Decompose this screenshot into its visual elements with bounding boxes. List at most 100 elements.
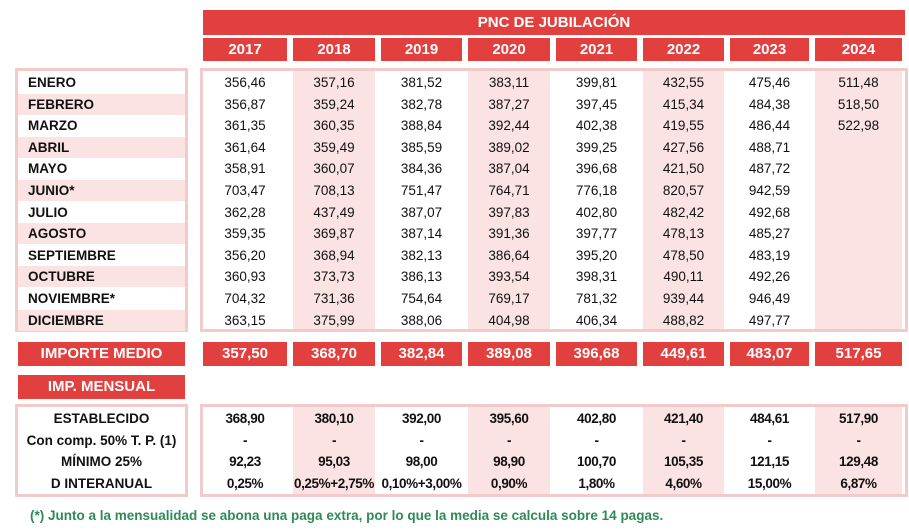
table-cell: 522,98 <box>837 118 880 134</box>
table-cell: 398,31 <box>575 269 618 285</box>
table-cell: 392,44 <box>488 118 530 134</box>
year-header: 2017 <box>203 38 287 61</box>
year-header: 2024 <box>815 38 902 61</box>
year-header: 2020 <box>468 38 550 61</box>
table-cell <box>815 223 902 245</box>
table-cell: 946,49 <box>748 291 791 306</box>
column-shade <box>468 71 550 329</box>
table-cell: 397,77 <box>575 226 618 242</box>
table-cell <box>815 266 902 288</box>
mensual-cell: - <box>767 432 772 448</box>
table-cell: 415,34 <box>662 96 705 112</box>
table-cell: 704,32 <box>224 291 266 306</box>
table-cell: 361,35 <box>224 118 266 134</box>
table-cell: 402,80 <box>575 204 618 220</box>
mensual-cell: 98,90 <box>493 454 525 469</box>
mensual-cell: 392,00 <box>402 411 441 426</box>
table-cell: 497,77 <box>748 312 791 328</box>
importe-medio-value: 389,08 <box>468 342 550 366</box>
table-cell: 492,68 <box>748 204 791 220</box>
mensual-cell: - <box>856 432 861 448</box>
table-cell: 942,59 <box>748 183 791 198</box>
table-cell: 511,48 <box>838 75 879 90</box>
table-cell: 482,42 <box>662 204 705 220</box>
table-cell: 488,82 <box>662 312 705 328</box>
table-cell: 360,07 <box>313 161 355 177</box>
table-cell: 381,52 <box>400 75 443 90</box>
mensual-cell: 95,03 <box>318 454 350 469</box>
table-cell <box>815 245 902 267</box>
table-cell <box>815 137 902 159</box>
table-cell: 518,50 <box>837 96 880 112</box>
table-cell: 358,91 <box>224 161 266 177</box>
table-cell: 397,83 <box>488 204 530 220</box>
table-cell: 492,26 <box>748 269 791 285</box>
table-cell: 375,99 <box>313 312 355 328</box>
table-cell: 356,46 <box>224 75 266 90</box>
table-cell: 393,54 <box>488 269 530 285</box>
table-cell: 419,55 <box>662 118 705 134</box>
mensual-cell: 0,25% <box>226 475 264 491</box>
month-label: NOVIEMBRE* <box>28 291 116 306</box>
table-cell: 362,28 <box>224 204 266 220</box>
mensual-cell: - <box>331 432 337 448</box>
mensual-label: ESTABLECIDO <box>53 411 150 426</box>
table-cell: 399,81 <box>575 75 618 90</box>
mensual-cell: 0,25%+2,75% <box>293 475 375 491</box>
table-cell: 387,14 <box>400 226 443 242</box>
table-cell: 478,50 <box>662 247 705 263</box>
table-cell: 387,27 <box>488 96 530 112</box>
table-cell: 432,55 <box>662 75 705 90</box>
table-cell: 404,98 <box>488 312 530 328</box>
table-cell: 386,64 <box>488 247 530 263</box>
table-cell: 488,71 <box>748 139 791 155</box>
table-cell: 820,57 <box>662 183 705 198</box>
table-cell: 386,13 <box>400 269 443 285</box>
table-cell: 359,24 <box>313 96 355 112</box>
table-cell: 486,44 <box>748 118 791 134</box>
table-cell: 388,06 <box>400 312 443 328</box>
column-shade <box>293 407 375 494</box>
table-cell: 385,59 <box>400 139 443 155</box>
table-cell: 368,94 <box>313 247 355 263</box>
table-cell: 483,19 <box>748 247 791 263</box>
mensual-cell: 402,80 <box>577 411 616 426</box>
table-title: PNC DE JUBILACIÓN <box>203 10 905 35</box>
table-cell: 421,50 <box>662 161 705 177</box>
mensual-cell: 98,00 <box>405 454 438 469</box>
table-cell: 356,87 <box>224 96 266 112</box>
table-cell: 359,49 <box>313 139 355 155</box>
importe-medio-label: IMPORTE MEDIO <box>18 342 185 366</box>
table-cell: 363,15 <box>224 312 266 328</box>
table-cell: 402,38 <box>575 118 618 134</box>
column-shade <box>815 407 902 494</box>
mensual-cell: 380,10 <box>314 411 354 426</box>
table-cell: 475,46 <box>748 75 791 90</box>
table-cell <box>815 202 902 224</box>
mensual-cell: - <box>681 432 686 448</box>
table-cell: 731,36 <box>313 291 355 306</box>
month-label: MARZO <box>28 118 78 134</box>
mensual-cell: - <box>419 432 424 448</box>
table-cell: 384,36 <box>400 161 443 177</box>
table-cell: 437,49 <box>313 204 355 220</box>
table-cell: 490,11 <box>663 269 704 285</box>
mensual-cell: 395,60 <box>489 411 529 426</box>
month-label: FEBRERO <box>18 93 185 115</box>
table-cell: 357,16 <box>313 75 355 90</box>
month-label: JUNIO* <box>18 180 185 201</box>
mensual-cell: 517,90 <box>839 411 878 426</box>
importe-medio-value: 357,50 <box>203 342 287 366</box>
mensual-label: MÍNIMO 25% <box>60 454 142 469</box>
table-cell: 751,47 <box>400 183 443 198</box>
year-header: 2023 <box>730 38 809 61</box>
table-cell: 356,20 <box>224 247 266 263</box>
importe-medio-value: 368,70 <box>293 342 375 366</box>
mensual-cell: 92,23 <box>229 454 261 469</box>
mensual-cell: - <box>506 432 512 448</box>
year-header: 2022 <box>643 38 724 61</box>
mensual-cell: 15,00% <box>747 475 792 491</box>
table-cell: 360,35 <box>313 118 355 134</box>
table-cell: 939,44 <box>662 291 705 306</box>
table-cell: 754,64 <box>400 291 443 306</box>
